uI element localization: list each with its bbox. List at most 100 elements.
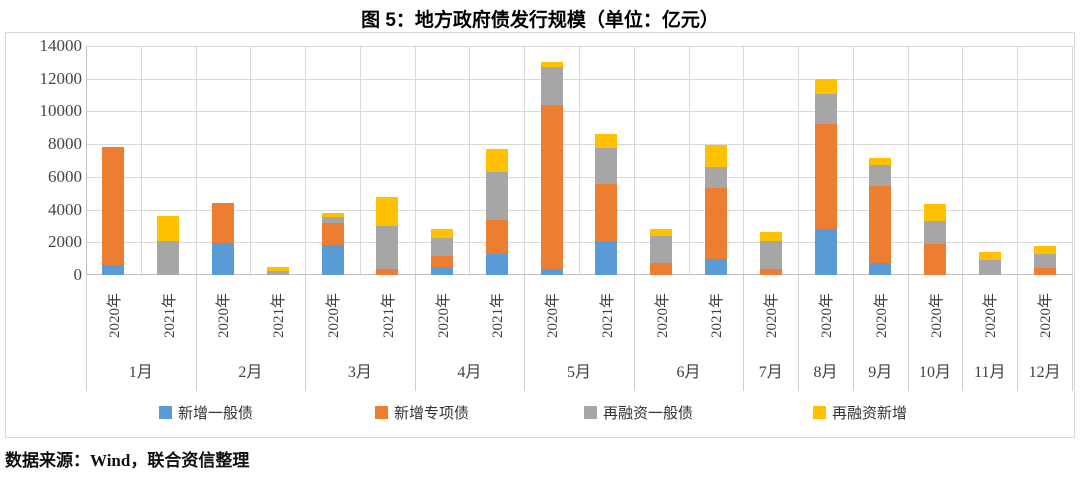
gridline-vertical [962,46,964,275]
bar-segment-再融资新增 [1033,245,1056,255]
month-label: 1月 [128,364,153,381]
bar-segment-新增一般债 [485,254,508,275]
gridline-vertical [469,46,471,275]
bar-segment-再融资新增 [650,228,673,236]
bar-segment-再融资一般债 [376,225,399,270]
bar-segment-新增专项债 [321,223,344,245]
bar-segment-新增一般债 [869,262,892,275]
bar-segment-再融资新增 [266,266,289,271]
bar-segment-新增专项债 [1033,267,1056,275]
gridline-vertical [852,46,854,275]
year-label: 2020年 [415,279,470,351]
year-label-text: 2020年 [928,292,945,338]
year-label: 2021年 [579,279,634,351]
bar-segment-新增专项债 [759,268,782,275]
gridline-vertical [359,46,361,275]
gridline-vertical [250,46,252,275]
bar-segment-再融资一般债 [157,241,180,275]
gridline-vertical [140,46,142,275]
bar-segment-再融资一般债 [650,235,673,263]
bar-segment-新增专项债 [650,262,673,275]
bar-segment-新增专项债 [376,269,399,275]
bar-segment-新增专项债 [704,188,727,260]
year-label-text: 2020年 [1038,292,1055,338]
y-tick-label: 0 [73,265,83,284]
month-label: 4月 [457,364,482,381]
gridline-vertical [195,46,197,275]
year-label-text: 2021年 [490,292,507,338]
month-label: 11月 [974,364,1006,381]
year-label: 2021年 [689,279,744,351]
group-separator [86,275,87,391]
bar-segment-再融资一般债 [978,260,1001,275]
year-label-text: 2020年 [435,292,452,338]
legend-label: 再融资一般债 [603,405,694,422]
bar-segment-新增专项债 [814,124,837,230]
bar-segment-新增专项债 [485,219,508,255]
bar-segment-再融资一般债 [759,240,782,269]
group-separator [414,275,416,391]
group-separator [962,275,964,391]
year-label-text: 2020年 [873,292,890,338]
month-label: 6月 [676,364,701,381]
year-label-text: 2021年 [380,292,397,338]
y-tick-label: 8000 [48,134,82,154]
legend-item: 新增专项债 [375,399,469,425]
bar-segment-再融资一般债 [266,270,289,275]
month-label: 5月 [566,364,591,381]
bar-segment-新增一般债 [211,243,234,275]
bar-segment-新增专项债 [102,146,125,266]
bar-segment-新增一般债 [540,269,563,275]
x-axis-line [86,274,1072,275]
plot-area [86,46,1073,275]
bar-segment-再融资一般债 [869,165,892,186]
year-label-text: 2021年 [161,292,178,338]
month-label: 2月 [238,364,263,381]
month-label: 9月 [868,364,893,381]
bar-segment-再融资一般债 [485,171,508,220]
year-label: 2020年 [524,279,579,351]
year-label: 2020年 [743,279,798,351]
year-label: 2020年 [853,279,908,351]
year-label-text: 2021年 [599,292,616,338]
bar-segment-再融资新增 [978,251,1001,261]
y-tick-label: 12000 [39,68,83,88]
legend-item: 再融资一般债 [584,399,693,425]
group-separator [1072,275,1073,391]
bar-segment-再融资新增 [376,197,399,226]
bar-segment-再融资新增 [869,157,892,166]
bar-segment-新增一般债 [102,265,125,275]
bar-segment-新增一般债 [704,259,727,275]
year-label: 2020年 [962,279,1017,351]
bar-segment-新增一般债 [431,266,454,275]
legend-swatch-icon [813,405,826,419]
gridline-vertical [524,46,526,275]
gridline-vertical [633,46,635,275]
year-label-text: 2020年 [983,292,1000,338]
gridline-vertical [1017,46,1019,275]
group-separator [852,275,854,391]
month-label: 3月 [347,364,372,381]
group-separator [305,275,307,391]
bar-segment-再融资新增 [704,144,727,168]
year-label: 2020年 [798,279,853,351]
bar-segment-再融资新增 [759,232,782,241]
gridline-vertical [1072,46,1073,275]
bar-segment-新增专项债 [211,203,234,244]
y-axis-labels: 0 2000 4000 6000 8000 10000 12000 14000 [6,33,83,293]
year-label: 2021年 [360,279,415,351]
legend-item: 再融资新增 [813,399,907,425]
gridline-vertical [798,46,800,275]
legend-label: 新增一般债 [178,405,254,422]
bar-segment-再融资新增 [814,79,837,95]
bar-segment-新增一般债 [814,229,837,275]
bar-segment-再融资一般债 [431,237,454,257]
month-label: 7月 [758,364,783,381]
gridline-vertical [579,46,580,275]
year-label: 2020年 [634,279,689,351]
legend-swatch-icon [584,405,597,419]
bar-segment-新增一般债 [321,244,344,275]
gridline-vertical [688,46,690,275]
chart-legend: 新增一般债 新增专项债 再融资一般债 再融资新增 [86,399,1072,425]
bar-segment-再融资一般债 [704,167,727,189]
